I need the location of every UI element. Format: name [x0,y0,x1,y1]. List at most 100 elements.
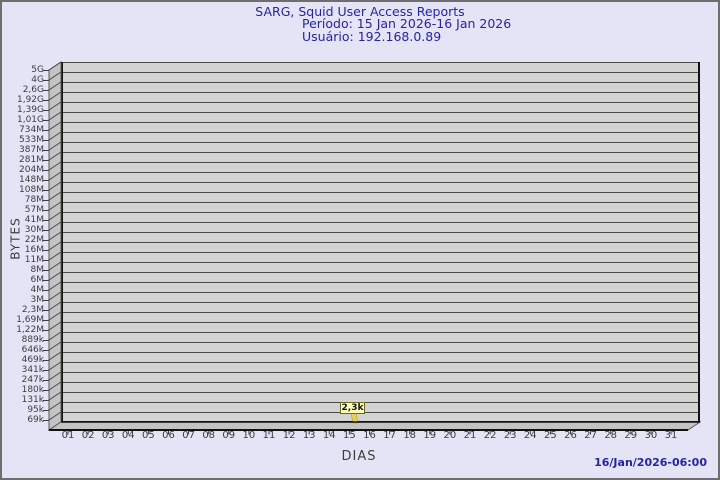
wall-gridline [48,291,62,301]
x-tick-label: 11 [262,430,276,441]
generation-timestamp: 16/Jan/2026-06:00 [594,456,707,469]
x-tick-label: 24 [523,430,537,441]
y-tick-label: 533M [19,135,44,145]
y-tick-label: 281M [19,155,44,165]
wall-gridline [48,151,62,161]
x-tick-label: 26 [564,430,577,441]
x-tick-label: 03 [101,430,115,441]
wall-gridline [48,201,62,211]
y-tick-label: 95k [27,405,44,415]
wall-gridline [48,121,62,131]
y-tick-label: 469k [21,355,44,365]
x-tick-label: 25 [544,430,557,441]
floor [47,421,702,431]
chart-title: SARG, Squid User Access Reports [255,4,465,19]
y-tick-label: 8M [30,265,45,275]
chart-user: Usuário: 192.168.0.89 [302,28,442,44]
y-tick-label: 180k [21,385,44,395]
y-tick-label: 78M [24,195,44,205]
wall-gridline [48,341,62,351]
wall-gridline [48,391,62,401]
x-tick-label: 27 [584,430,597,441]
wall-gridline [48,61,62,71]
wall-gridline [48,311,62,321]
wall-gridline [48,231,62,241]
wall-gridline [48,141,62,151]
wall-gridline [48,281,62,291]
wall-gridline [48,241,62,251]
wall-gridline [48,81,62,91]
wall-gridline [48,301,62,311]
data-point-value: 2,3k [341,403,364,413]
wall-gridline [48,381,62,391]
wall-gridline [48,91,62,101]
wall-gridline [48,361,62,371]
chart-period: Período: 15 Jan 2026-16 Jan 2026 [302,16,512,31]
x-tick-label: 19 [423,430,437,441]
y-tick-label: 6M [30,275,45,285]
x-tick-label: 13 [302,430,316,441]
wall-gridline [48,411,62,421]
x-tick-label: 20 [443,430,457,441]
wall-gridline [48,331,62,341]
y-tick-label: 247k [21,375,44,385]
x-tick-label: 09 [222,430,236,441]
x-tick-label: 02 [81,430,95,441]
x-tick-label: 16 [363,430,376,441]
x-axis-title: DIAS [341,449,377,464]
wall-gridline [48,351,62,361]
y-tick-label: 204M [19,165,44,175]
x-tick-label: 21 [463,430,477,441]
y-tick-label: 1,69M [16,315,44,325]
wall-gridline [48,261,62,271]
y-tick-label: 1,92G [16,95,44,105]
x-tick-label: 17 [383,430,396,441]
x-tick-label: 01 [61,430,75,441]
y-tick-label: 69k [27,415,44,425]
x-tick-label: 22 [483,430,497,441]
x-tick-label: 30 [644,430,658,441]
wall-gridline [48,71,62,81]
y-tick-label: 646k [21,345,44,355]
y-tick-label: 148M [19,175,44,185]
y-tick-label: 4G [31,75,44,85]
data-point-flag: 2,3k [340,402,365,414]
x-tick-label: 14 [322,430,336,441]
y-tick-label: 734M [19,125,44,135]
x-tick-label: 12 [282,430,296,441]
x-tick-label: 06 [162,430,175,441]
left-wall [48,61,62,431]
wall-gridline [48,131,62,141]
wall-gridline [48,111,62,121]
y-tick-label: 889k [21,335,44,345]
y-tick-label: 131k [21,395,44,405]
x-tick-label: 18 [403,430,417,441]
x-tick-label: 07 [182,430,195,441]
wall-gridline [48,371,62,381]
wall-gridline [48,181,62,191]
y-tick-label: 2,3M [21,305,44,315]
plot-area [61,62,700,422]
y-tick-label: 57M [24,205,44,215]
y-tick-label: 341k [21,365,44,375]
y-tick-label: 108M [19,185,44,195]
wall-gridline [48,321,62,331]
y-tick-label: 2,6G [22,85,44,95]
wall-gridline [48,271,62,281]
wall-gridline [48,101,62,111]
x-tick-label: 29 [624,430,638,441]
x-tick-label: 23 [503,430,517,441]
wall-gridline [48,161,62,171]
y-tick-label: 3M [30,295,45,305]
x-tick-label: 04 [121,430,135,441]
y-tick-label: 387M [19,145,44,155]
y-tick-label: 1,01G [16,115,44,125]
x-tick-label: 15 [343,430,356,441]
chart-subtitle: Período: 15 Jan 2026-16 Jan 2026 Usuário… [302,16,512,44]
wall-gridline [48,211,62,221]
x-tick-label: 31 [664,430,678,441]
y-tick-label: 4M [30,285,45,295]
y-axis-title: BYTES [8,217,23,260]
y-tick-label: 5G [31,65,44,75]
